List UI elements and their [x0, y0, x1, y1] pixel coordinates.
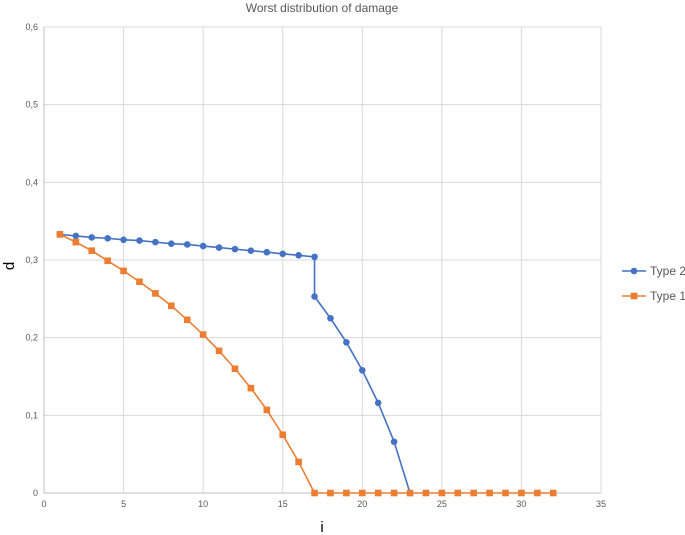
- y-tick-label: 0,6: [25, 22, 38, 32]
- data-point: [120, 236, 127, 244]
- legend-marker: [630, 292, 638, 300]
- data-point: [358, 489, 366, 497]
- data-point: [534, 489, 541, 497]
- data-point: [454, 489, 462, 497]
- chart-title: Worst distribution of damage: [246, 1, 399, 15]
- legend-label: Type 2: [650, 264, 685, 278]
- data-point: [231, 365, 239, 373]
- data-point: [311, 489, 318, 497]
- x-tick-label: 15: [278, 499, 288, 509]
- data-point: [470, 489, 477, 497]
- data-point: [358, 366, 366, 374]
- data-point: [56, 231, 64, 238]
- data-point: [263, 248, 271, 256]
- data-point: [390, 438, 398, 446]
- data-point: [72, 238, 80, 246]
- data-point: [279, 250, 287, 258]
- y-tick-label: 0,5: [25, 100, 38, 110]
- legend: Type 2 Type 1: [622, 264, 685, 303]
- series-layer: [56, 231, 557, 497]
- y-tick-label: 0,4: [25, 177, 38, 187]
- series-type-1: [56, 231, 557, 497]
- data-point: [183, 241, 191, 248]
- data-point: [215, 244, 223, 251]
- data-point: [72, 232, 80, 240]
- data-point: [518, 489, 525, 497]
- legend-item: Type 2: [622, 264, 685, 278]
- data-point: [390, 489, 398, 497]
- data-point: [295, 252, 302, 259]
- legend-label: Type 1: [650, 289, 685, 303]
- data-point: [199, 242, 207, 250]
- data-point: [136, 278, 143, 286]
- data-point: [279, 431, 287, 439]
- data-point: [327, 489, 334, 497]
- data-point: [183, 316, 191, 324]
- x-tick-label: 25: [437, 499, 447, 509]
- y-tick-label: 0,1: [25, 410, 38, 420]
- x-tick-label: 30: [516, 499, 526, 509]
- series-type-2: [56, 231, 414, 497]
- data-point: [152, 238, 159, 246]
- y-tick-label: 0,3: [25, 255, 38, 265]
- tick-labels: 0 5 10 15 20 25 30 35 0 0,1 0,2 0,3 0,4 0,5 0,6: [25, 22, 606, 509]
- data-point: [215, 347, 223, 355]
- data-point: [88, 247, 96, 254]
- y-axis-title: d: [1, 262, 18, 270]
- data-point: [374, 399, 382, 407]
- y-tick-label: 0,2: [25, 333, 38, 343]
- data-point: [168, 302, 175, 310]
- data-point: [311, 253, 318, 261]
- legend-item: Type 1: [622, 289, 685, 303]
- data-point: [152, 290, 159, 297]
- x-tick-label: 35: [596, 499, 606, 509]
- data-point: [549, 489, 557, 497]
- data-point: [406, 489, 414, 497]
- legend-marker: [630, 267, 638, 275]
- data-point: [327, 314, 334, 322]
- x-axis-title: i: [320, 519, 323, 535]
- data-point: [231, 245, 239, 253]
- data-point: [136, 237, 143, 244]
- series-line: [59, 233, 554, 494]
- data-point: [199, 331, 207, 338]
- data-point: [263, 406, 271, 414]
- data-point: [120, 267, 127, 275]
- data-point: [311, 293, 318, 300]
- x-tick-label: 5: [121, 499, 126, 509]
- data-point: [343, 489, 350, 497]
- data-point: [104, 257, 111, 265]
- data-point: [295, 458, 302, 466]
- series-line: [59, 233, 411, 494]
- data-point: [486, 489, 493, 497]
- y-tick-label: 0: [33, 488, 38, 498]
- data-point: [422, 489, 430, 497]
- data-point: [104, 234, 111, 242]
- data-point: [438, 489, 446, 497]
- data-point: [88, 234, 96, 241]
- grid: [44, 26, 602, 493]
- x-tick-label: 20: [357, 499, 367, 509]
- data-point: [374, 489, 382, 497]
- data-point: [168, 240, 175, 247]
- x-tick-label: 0: [41, 499, 46, 509]
- data-point: [343, 339, 350, 346]
- x-tick-label: 10: [198, 499, 208, 509]
- data-point: [247, 247, 255, 254]
- data-point: [502, 489, 509, 497]
- data-point: [247, 384, 255, 392]
